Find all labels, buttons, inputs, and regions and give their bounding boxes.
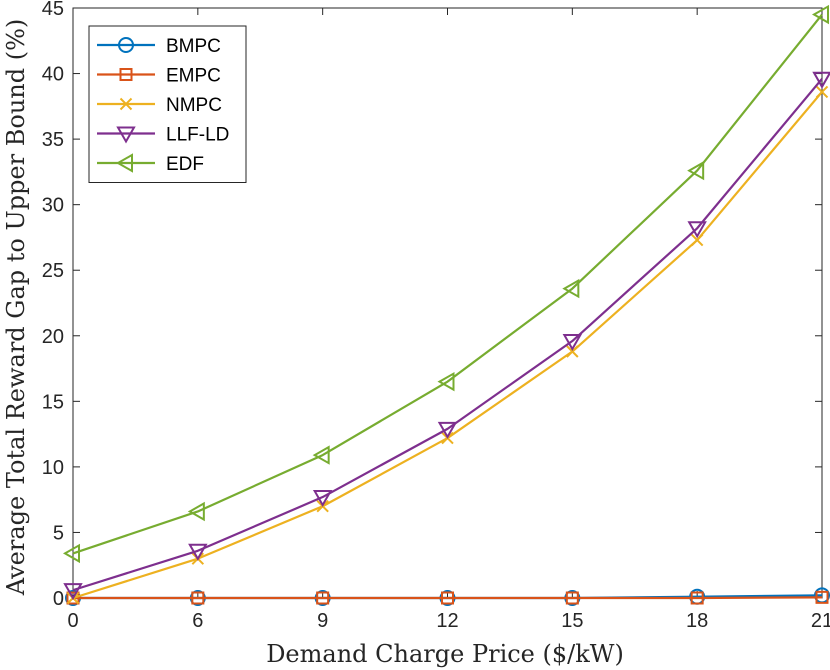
legend-label: EMPC <box>166 66 221 87</box>
data-point <box>441 591 454 605</box>
data-point <box>812 71 830 89</box>
data-point <box>437 371 455 392</box>
data-point <box>562 334 583 352</box>
y-tick-label: 10 <box>42 457 64 479</box>
series-line <box>72 13 823 555</box>
series-llf-ld <box>63 71 830 601</box>
data-point <box>312 490 333 508</box>
x-tick-label: 15 <box>561 610 583 632</box>
series-edf <box>62 4 829 564</box>
legend: BMPC EMPC NMPC LLF-LD EDF <box>88 25 247 183</box>
y-axis-label: Average Total Reward Gap to Upper Bound … <box>2 19 30 597</box>
y-tick-label: 25 <box>42 260 64 282</box>
x-tick-label: 0 <box>67 610 78 632</box>
y-tick-label: 15 <box>42 391 64 413</box>
y-tick-label: 35 <box>42 129 64 151</box>
legend-label: LLF-LD <box>166 125 229 146</box>
data-point <box>565 591 579 605</box>
data-point <box>312 445 330 465</box>
data-point <box>188 543 208 561</box>
data-point <box>187 501 205 522</box>
x-tick-label: 21 <box>811 610 830 632</box>
legend-marker <box>116 126 136 144</box>
data-point <box>690 591 704 605</box>
y-tick-label: 0 <box>53 588 64 610</box>
legend-label: BMPC <box>166 36 221 57</box>
data-point <box>815 590 829 604</box>
y-tick-label: 40 <box>42 64 64 86</box>
legend-item-nmpc: NMPC <box>97 95 222 116</box>
data-point <box>562 278 580 299</box>
legend-label: EDF <box>166 154 204 175</box>
data-point <box>191 591 205 605</box>
data-point <box>687 160 705 181</box>
legend-marker <box>119 97 133 111</box>
series-empc <box>66 590 829 605</box>
data-point <box>62 543 80 564</box>
x-axis-label: Demand Charge Price ($/kW) <box>266 640 624 668</box>
legend-marker <box>118 37 134 53</box>
data-point <box>687 221 707 239</box>
data-point <box>316 591 330 605</box>
y-tick-label: 5 <box>53 522 64 544</box>
legend-marker <box>115 153 133 173</box>
x-tick-label: 12 <box>436 610 458 632</box>
data-point <box>566 345 579 358</box>
y-tick-label: 20 <box>42 326 64 348</box>
series-line <box>72 78 823 592</box>
y-tick-label: 30 <box>42 195 64 217</box>
x-tick-label: 6 <box>192 610 203 632</box>
data-point <box>437 421 458 439</box>
series-line <box>73 596 823 600</box>
legend-label: NMPC <box>166 95 222 116</box>
data-point <box>690 233 704 247</box>
legend-item-bmpc: BMPC <box>97 36 221 57</box>
legend-item-empc: EMPC <box>97 66 221 87</box>
legend-marker <box>119 68 133 81</box>
series-layer <box>62 4 830 606</box>
y-tick-label: 45 <box>42 0 64 20</box>
data-point <box>815 85 829 99</box>
legend-item-llf-ld: LLF-LD <box>97 125 229 146</box>
data-point <box>66 591 80 605</box>
data-point <box>811 4 829 25</box>
legend-item-edf: EDF <box>97 153 204 175</box>
x-tick-label: 9 <box>317 610 328 632</box>
x-tick-label: 18 <box>686 610 708 632</box>
data-point <box>63 583 83 601</box>
